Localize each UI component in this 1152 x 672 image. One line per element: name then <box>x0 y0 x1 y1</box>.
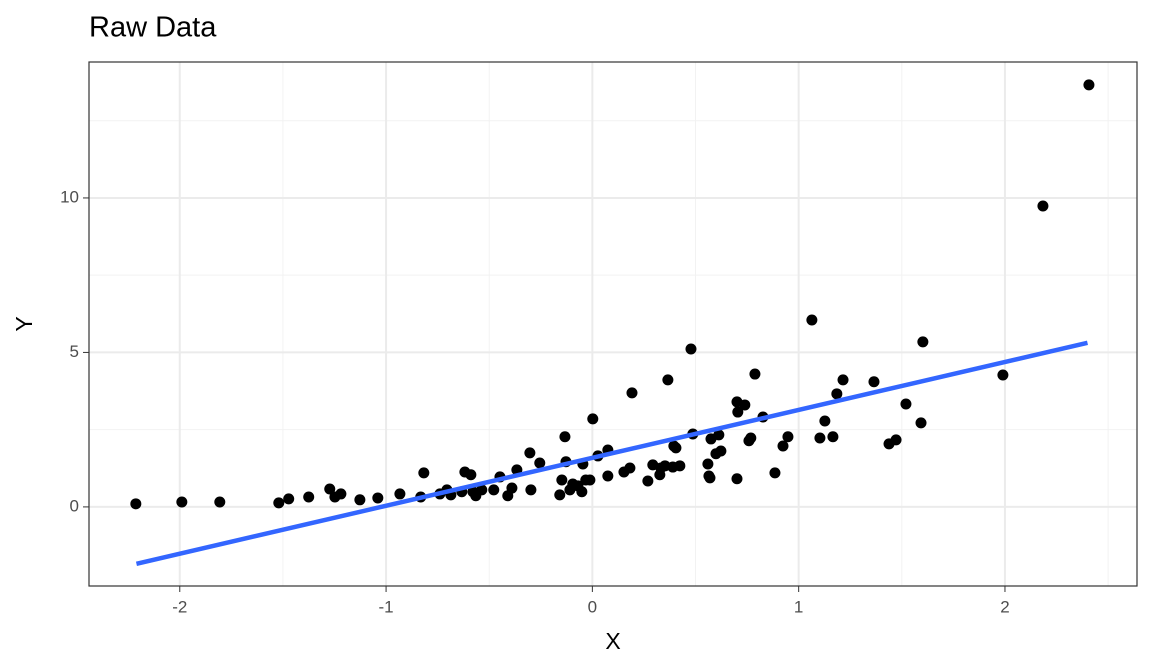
point <box>130 498 142 510</box>
point <box>662 374 674 386</box>
y-tick-label: 0 <box>70 496 79 515</box>
point <box>782 431 794 443</box>
point <box>556 474 568 486</box>
point <box>176 496 188 508</box>
point <box>745 432 757 444</box>
point <box>559 431 571 443</box>
point <box>394 488 406 500</box>
point <box>777 440 789 452</box>
point <box>670 442 682 454</box>
point <box>624 462 636 474</box>
point <box>465 469 477 481</box>
point <box>702 458 714 470</box>
point <box>827 431 839 443</box>
point <box>1083 79 1095 91</box>
point <box>534 457 546 469</box>
point <box>819 415 831 427</box>
point <box>602 470 614 482</box>
y-tick-label: 5 <box>70 342 79 361</box>
point <box>997 369 1009 381</box>
x-tick-label: 0 <box>588 597 597 616</box>
point <box>554 489 566 501</box>
point <box>900 398 912 410</box>
point <box>731 473 743 485</box>
y-axis-title: Y <box>11 316 37 331</box>
point <box>418 467 430 479</box>
x-tick-label: 1 <box>794 597 803 616</box>
point <box>769 467 781 479</box>
point <box>324 483 336 495</box>
point <box>576 486 588 498</box>
point <box>283 493 295 505</box>
point <box>890 434 902 446</box>
x-tick-label: 2 <box>1000 597 1009 616</box>
point <box>214 496 226 508</box>
point <box>674 460 686 472</box>
point <box>749 368 761 380</box>
point <box>837 374 849 386</box>
point <box>739 399 751 411</box>
point <box>354 494 366 506</box>
point <box>303 491 315 503</box>
point <box>273 497 285 509</box>
x-axis-title: X <box>605 628 620 654</box>
point <box>525 484 537 496</box>
point <box>915 417 927 429</box>
regression-line <box>135 340 1088 566</box>
point <box>626 387 638 399</box>
x-tick-label: -2 <box>172 597 187 616</box>
point <box>524 447 536 459</box>
point <box>685 343 697 355</box>
point <box>917 336 929 348</box>
x-tick-label: -1 <box>379 597 394 616</box>
point <box>372 492 384 504</box>
point <box>713 429 725 441</box>
point <box>868 376 880 388</box>
point <box>506 482 518 494</box>
point <box>584 474 596 486</box>
y-tick-label: 10 <box>60 187 79 206</box>
point <box>715 445 727 457</box>
point <box>642 475 654 487</box>
point <box>1037 200 1049 212</box>
point <box>488 484 500 496</box>
plot-background <box>89 62 1137 586</box>
point <box>587 413 599 425</box>
point <box>732 406 744 418</box>
point <box>831 388 843 400</box>
point <box>814 432 826 444</box>
point <box>704 472 716 484</box>
plot-border <box>88 61 1138 587</box>
chart-title: Raw Data <box>89 12 217 44</box>
point <box>335 488 347 500</box>
point <box>806 314 818 326</box>
point <box>476 484 488 496</box>
